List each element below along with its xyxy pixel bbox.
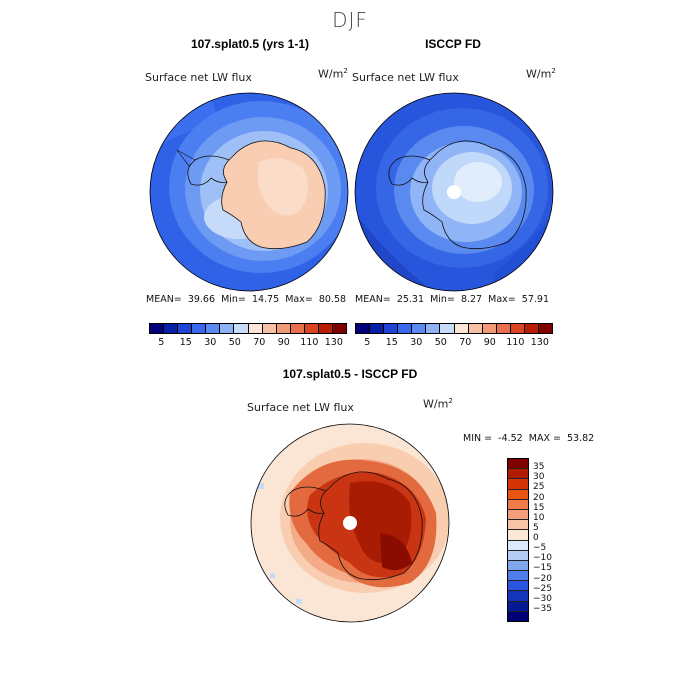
diff-colorbar-label: −20: [533, 573, 552, 584]
diff-colorbar-swatch: [508, 611, 528, 621]
colorbar-tick-label: 70: [253, 337, 266, 348]
colorbar-swatch: [356, 324, 371, 333]
colorbar-swatch: [164, 324, 179, 333]
diff-colorbar-label: 15: [533, 502, 545, 513]
colorbar-swatch: [262, 324, 277, 333]
colorbar-swatch: [398, 324, 413, 333]
colorbar-tick-label: 90: [483, 337, 496, 348]
colorbar-tick-label: 110: [300, 337, 319, 348]
panel2-map: [354, 92, 554, 292]
diff-colorbar-label: 0: [533, 533, 539, 543]
diff-colorbar-swatch: [508, 479, 528, 490]
panel1-title: 107.splat0.5 (yrs 1-1): [190, 37, 310, 51]
diff-colorbar-label: −10: [533, 553, 552, 564]
diff-colorbar-swatch: [508, 601, 528, 612]
colorbar-tick-label: 30: [410, 337, 423, 348]
diff-colorbar-swatch: [508, 469, 528, 480]
diff-colorbar-label: 30: [533, 472, 545, 483]
colorbar-swatch: [290, 324, 305, 333]
colorbar-swatch: [370, 324, 385, 333]
panel2-colorbar: [355, 323, 553, 334]
colorbar-swatch: [510, 324, 525, 333]
colorbar-tick-label: 50: [434, 337, 447, 348]
diff-colorbar-swatch: [508, 489, 528, 500]
diff-colorbar-label: −25: [533, 583, 552, 594]
diff-colorbar-swatch: [508, 591, 528, 602]
colorbar-tick-label: 130: [530, 337, 549, 348]
diff-colorbar-label: 25: [533, 482, 545, 493]
colorbar-swatch: [234, 324, 249, 333]
diff-colorbar-swatch: [508, 550, 528, 561]
diff-colorbar-swatch: [508, 581, 528, 592]
diff-colorbar-swatch: [508, 560, 528, 572]
panel2-colorbar-ticks: 5 15 30 50 70 90 110 130: [355, 337, 551, 349]
diff-colorbar-swatch: [508, 459, 528, 470]
colorbar-swatch: [539, 324, 553, 333]
diff-colorbar-label: −30: [533, 593, 552, 604]
colorbar-swatch: [440, 324, 455, 333]
diff-colorbar-label: −5: [533, 543, 547, 554]
diff-colorbar-label: 35: [533, 462, 545, 473]
diff-colorbar-label: 10: [533, 512, 545, 523]
colorbar-tick-label: 15: [385, 337, 398, 348]
colorbar-tick-label: 130: [324, 337, 343, 348]
colorbar-swatch: [524, 324, 540, 333]
diff-colorbar-swatch: [508, 540, 528, 551]
colorbar-tick-label: 15: [179, 337, 192, 348]
colorbar-swatch: [454, 324, 469, 333]
panel1-variable: Surface net LW flux: [145, 71, 252, 84]
panel3-map: [250, 423, 450, 623]
colorbar-swatch: [426, 324, 441, 333]
diff-colorbar-swatch: [508, 509, 528, 521]
panel3-title: 107.splat0.5 - ISCCP FD: [282, 367, 418, 381]
colorbar-tick-label: 5: [158, 337, 165, 348]
colorbar-swatch: [178, 324, 193, 333]
diff-colorbar-label: 5: [533, 522, 539, 533]
colorbar-swatch: [318, 324, 334, 333]
panel3-variable: Surface net LW flux: [247, 401, 354, 414]
panel1-units: W/m2: [318, 67, 348, 81]
colorbar-tick-label: 30: [204, 337, 217, 348]
diff-colorbar-swatch: [508, 571, 528, 582]
panel2-title: ISCCP FD: [425, 37, 481, 51]
colorbar-swatch: [220, 324, 235, 333]
colorbar-swatch: [248, 324, 263, 333]
colorbar-swatch: [304, 324, 319, 333]
colorbar-swatch: [412, 324, 427, 333]
colorbar-swatch: [482, 324, 497, 333]
colorbar-tick-label: 110: [506, 337, 525, 348]
diff-colorbar-swatch: [508, 499, 528, 510]
panel1-map: [149, 92, 349, 292]
colorbar-tick-label: 70: [459, 337, 472, 348]
colorbar-tick-label: 50: [228, 337, 241, 348]
colorbar-swatch: [384, 324, 399, 333]
colorbar-swatch: [206, 324, 221, 333]
colorbar-tick-label: 5: [364, 337, 371, 348]
diff-colorbar-label: 20: [533, 492, 545, 503]
colorbar-swatch: [468, 324, 483, 333]
colorbar-swatch: [150, 324, 165, 333]
colorbar-swatch: [276, 324, 291, 333]
panel2-units: W/m2: [526, 67, 556, 81]
diff-colorbar-swatch: [508, 520, 528, 531]
colorbar-swatch: [496, 324, 511, 333]
panel1-colorbar: [149, 323, 347, 334]
diff-colorbar: [507, 458, 529, 622]
figure-title: DJF: [332, 8, 368, 32]
colorbar-swatch: [192, 324, 207, 333]
panel1-stats: MEAN= 39.66 Min= 14.75 Max= 80.58: [146, 294, 347, 305]
panel1-colorbar-ticks: 5 15 30 50 70 90 110 130: [149, 337, 345, 349]
panel3-stats: MIN = -4.52 MAX = 53.82: [463, 433, 595, 444]
diff-colorbar-swatch: [508, 530, 528, 541]
panel2-variable: Surface net LW flux: [352, 71, 459, 84]
panel3-units: W/m2: [423, 397, 453, 411]
diff-colorbar-label: −15: [533, 563, 552, 574]
diff-colorbar-label: −35: [533, 603, 552, 614]
panel2-stats: MEAN= 25.31 Min= 8.27 Max= 57.91: [355, 294, 549, 305]
colorbar-tick-label: 90: [277, 337, 290, 348]
colorbar-swatch: [333, 324, 347, 333]
